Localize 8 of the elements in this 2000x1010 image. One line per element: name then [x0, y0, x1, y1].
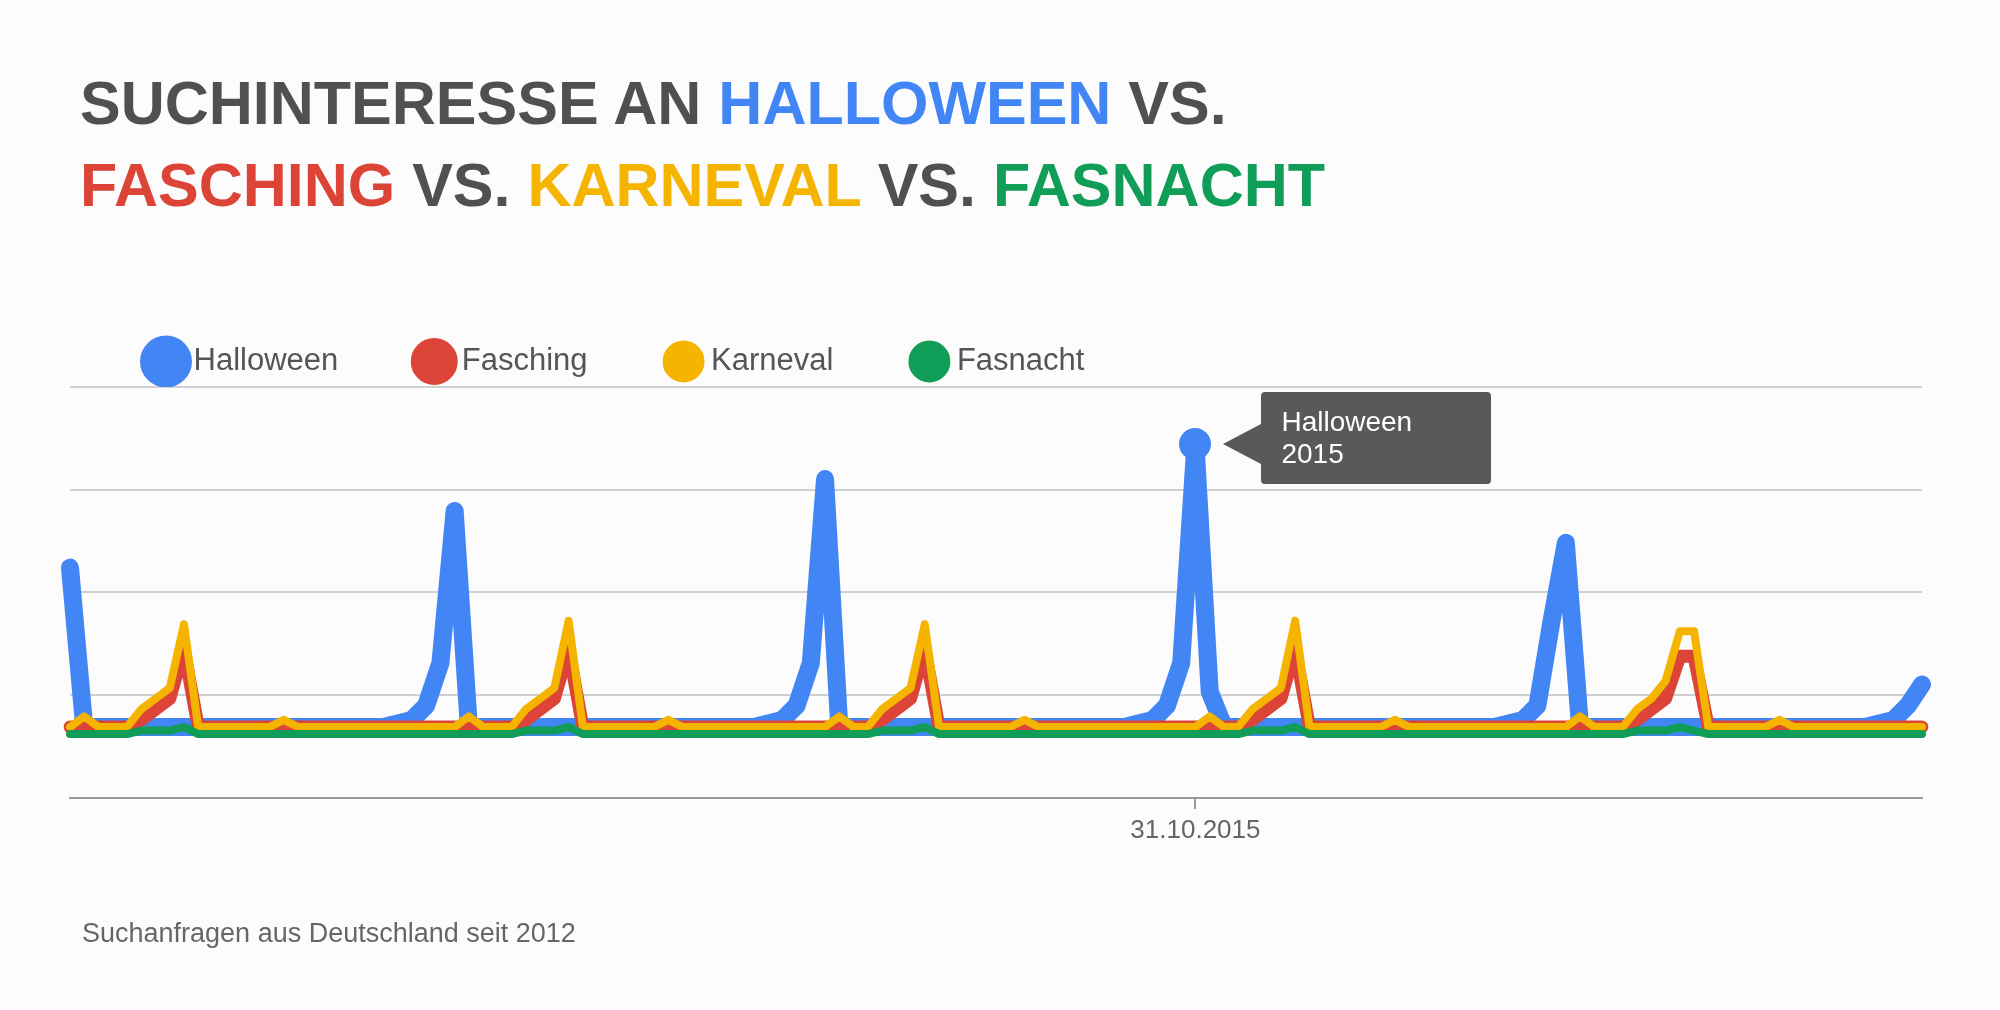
- legend-label: Halloween: [193, 342, 339, 378]
- chart-title: SUCHINTERESSE AN HALLOWEEN VS. FASCHING VS. KARNEVAL VS. FASNACHT: [80, 69, 1326, 219]
- text: 31.10.2015: [1130, 813, 1261, 845]
- annotation: Halloween 2015: [1281, 405, 1414, 470]
- legend-label: Fasnacht: [956, 342, 1085, 378]
- legend-label: Karneval: [711, 342, 834, 378]
- text: Suchanfragen aus Deutschland seit 2012: [82, 918, 576, 949]
- legend-label: Fasching: [461, 342, 588, 378]
